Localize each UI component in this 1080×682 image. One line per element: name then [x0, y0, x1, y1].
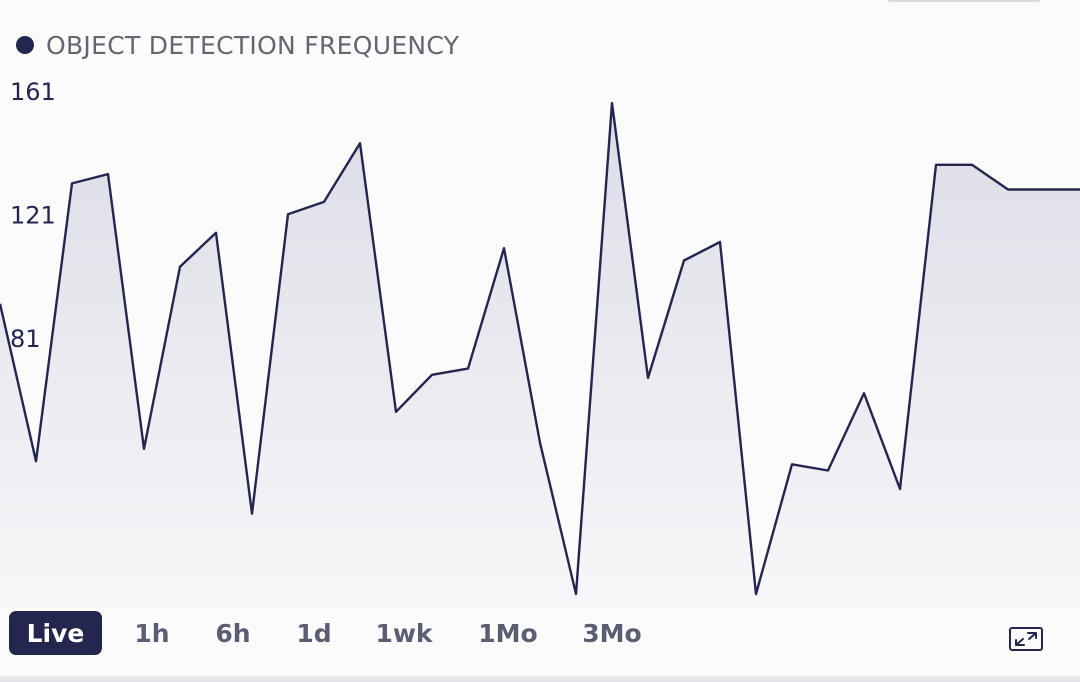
expand-icon: [1009, 627, 1043, 651]
range-button-1mo[interactable]: 1Mo: [478, 618, 538, 648]
range-button-live[interactable]: Live: [9, 611, 102, 655]
chart-header: OBJECT DETECTION FREQUENCY: [16, 30, 459, 60]
status-dot-icon: [16, 36, 34, 54]
panel-bottom-border: [0, 676, 1080, 682]
series-line: [0, 101, 1080, 596]
expand-button[interactable]: [1008, 624, 1044, 654]
series-area-fill: [0, 103, 1080, 608]
range-button-1wk[interactable]: 1wk: [375, 618, 433, 648]
time-range-selector: Live 1h 6h 1d 1wk 1Mo 3Mo: [9, 610, 652, 656]
panel-drag-handle[interactable]: [888, 0, 1040, 2]
y-tick-label: 121: [10, 202, 56, 230]
range-button-6h[interactable]: 6h: [215, 618, 251, 648]
range-button-1d[interactable]: 1d: [296, 618, 332, 648]
range-button-3mo[interactable]: 3Mo: [582, 618, 642, 648]
y-tick-label: 161: [10, 78, 56, 106]
chart-title: OBJECT DETECTION FREQUENCY: [46, 30, 460, 60]
range-button-1h[interactable]: 1h: [134, 618, 170, 648]
y-tick-label: 81: [10, 325, 41, 353]
